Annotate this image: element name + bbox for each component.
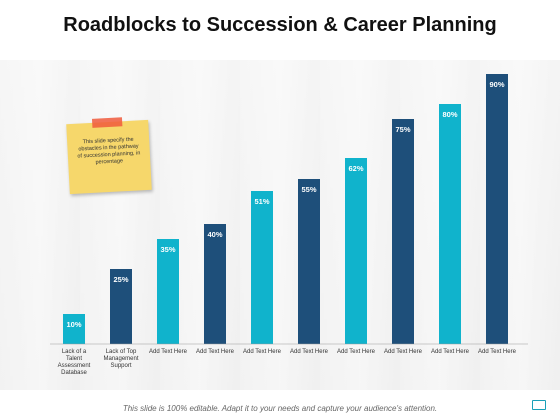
bar-8 bbox=[392, 119, 414, 344]
category-label-3: Add Text Here bbox=[149, 349, 188, 355]
bar-5 bbox=[251, 191, 273, 344]
slide-icon bbox=[532, 400, 546, 410]
category-label-8: Add Text Here bbox=[384, 349, 423, 355]
footer-text: This slide is 100% editable. Adapt it to… bbox=[122, 404, 438, 413]
bar-label-1: 10% bbox=[66, 320, 81, 329]
sticky-note: This slide specify the obstacles in the … bbox=[66, 119, 152, 195]
bar-label-7: 62% bbox=[348, 164, 363, 173]
office-background-image bbox=[0, 60, 560, 390]
category-label-9: Add Text Here bbox=[431, 349, 470, 355]
bar-4 bbox=[204, 224, 226, 344]
bar-label-10: 90% bbox=[489, 80, 504, 89]
bar-10 bbox=[486, 74, 508, 344]
bar-3 bbox=[157, 239, 179, 344]
bar-label-2: 25% bbox=[113, 275, 128, 284]
bar-label-9: 80% bbox=[442, 110, 457, 119]
category-label-1: Lack of a Talent Assessment Database bbox=[58, 349, 91, 376]
category-label-2: Lack of Top Management Support bbox=[103, 349, 138, 369]
page-title: Roadblocks to Succession & Career Planni… bbox=[63, 14, 497, 36]
bar-7 bbox=[345, 158, 367, 344]
bar-label-3: 35% bbox=[160, 245, 175, 254]
bar-label-4: 40% bbox=[207, 230, 222, 239]
bar-1 bbox=[63, 314, 85, 344]
category-label-6: Add Text Here bbox=[290, 349, 329, 355]
category-label-4: Add Text Here bbox=[196, 349, 235, 355]
sticky-note-text: This slide specify the obstacles in the … bbox=[77, 136, 141, 166]
bar-label-8: 75% bbox=[395, 125, 410, 134]
bar-9 bbox=[439, 104, 461, 344]
bar-label-6: 55% bbox=[301, 185, 316, 194]
category-label-5: Add Text Here bbox=[243, 349, 282, 355]
category-label-10: Add Text Here bbox=[478, 349, 517, 355]
bar-label-5: 51% bbox=[254, 197, 269, 206]
background-overlay bbox=[0, 60, 560, 390]
category-label-7: Add Text Here bbox=[337, 349, 376, 355]
bar-6 bbox=[298, 179, 320, 344]
bar-2 bbox=[110, 269, 132, 344]
